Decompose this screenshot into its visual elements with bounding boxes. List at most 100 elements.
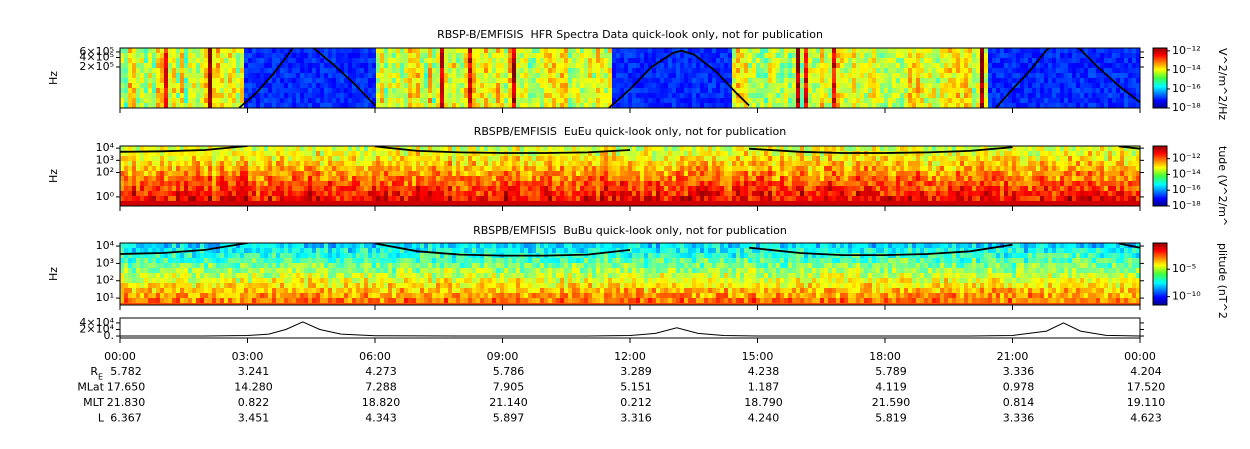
- spectrogram-cell: [408, 68, 412, 73]
- spectrogram-cell: [220, 103, 224, 108]
- spectrogram-cell: [612, 93, 616, 98]
- spectrogram-cell: [672, 201, 676, 206]
- spectrogram-cell: [124, 73, 128, 78]
- spectrogram-cell: [612, 103, 616, 108]
- spectrogram-cell: [212, 48, 216, 53]
- spectrogram-cell: [688, 103, 692, 108]
- spectrogram-cell: [688, 88, 692, 93]
- spectrogram-cell: [972, 63, 976, 68]
- spectrogram-cell: [732, 63, 736, 68]
- spectrogram-cell: [544, 83, 548, 88]
- spectrogram-cell: [856, 103, 860, 108]
- spectrogram-cell: [256, 53, 260, 58]
- spectrogram-cell: [516, 93, 520, 98]
- spectrogram-cell: [656, 196, 660, 201]
- spectrogram-cell: [640, 93, 644, 98]
- spectrogram-cell: [488, 171, 492, 176]
- spectrogram-cell: [1124, 83, 1128, 88]
- spectrogram-cell: [192, 176, 196, 181]
- spectrogram-cell: [428, 146, 432, 151]
- spectrogram-cell: [380, 201, 384, 206]
- spectrogram-cell: [164, 103, 168, 108]
- spectrogram-cell: [1064, 68, 1068, 73]
- spectrogram-cell: [352, 196, 356, 201]
- spectrogram-cell: [260, 98, 264, 103]
- spectrogram-cell: [268, 103, 272, 108]
- spectrogram-cell: [144, 48, 148, 53]
- spectrogram-cell: [1080, 58, 1084, 63]
- spectrogram-cell: [124, 93, 128, 98]
- spectrogram-cell: [1048, 103, 1052, 108]
- spectrogram-cell: [584, 53, 588, 58]
- spectrogram-cell: [592, 186, 596, 191]
- spectrogram-cell: [180, 78, 184, 83]
- spectrogram-cell: [852, 98, 856, 103]
- spectrogram-cell: [1036, 63, 1040, 68]
- spectrogram-cell: [248, 93, 252, 98]
- spectrogram-cell: [216, 53, 220, 58]
- spectrogram-cell: [532, 68, 536, 73]
- spectrogram-cell: [844, 93, 848, 98]
- spectrogram-cell: [272, 146, 276, 151]
- spectrogram-cell: [420, 73, 424, 78]
- spectrogram-cell: [1104, 88, 1108, 93]
- spectrogram-cell: [420, 191, 424, 196]
- spectrogram-cell: [316, 58, 320, 63]
- spectrogram-cell: [320, 83, 324, 88]
- spectrogram-cell: [160, 88, 164, 93]
- spectrogram-cell: [812, 103, 816, 108]
- spectrogram-cell: [704, 201, 708, 206]
- spectrogram-cell: [1004, 53, 1008, 58]
- spectrogram-cell: [340, 176, 344, 181]
- spectrogram-cell: [1064, 58, 1068, 63]
- spectrogram-cell: [612, 53, 616, 58]
- spectrogram-cell: [944, 88, 948, 93]
- spectrogram-cell: [320, 196, 324, 201]
- spectrogram-cell: [932, 78, 936, 83]
- spectrogram-cell: [532, 201, 536, 206]
- spectrogram-cell: [584, 181, 588, 186]
- spectrogram-cell: [1108, 98, 1112, 103]
- spectrogram-cell: [1012, 88, 1016, 93]
- spectrogram-cell: [992, 68, 996, 73]
- spectrogram-cell: [416, 181, 420, 186]
- spectrogram-cell: [228, 201, 232, 206]
- spectrogram-cell: [788, 78, 792, 83]
- spectrogram-cell: [216, 151, 220, 156]
- spectrogram-cell: [156, 166, 160, 171]
- spectrogram-cell: [572, 68, 576, 73]
- spectrogram-cell: [384, 171, 388, 176]
- spectrogram-cell: [636, 53, 640, 58]
- spectrogram-cell: [128, 196, 132, 201]
- spectrogram-cell: [492, 68, 496, 73]
- spectrogram-cell: [424, 73, 428, 78]
- spectrogram-cell: [368, 88, 372, 93]
- spectrogram-cell: [1004, 78, 1008, 83]
- spectrogram-cell: [596, 93, 600, 98]
- spectrogram-cell: [592, 156, 596, 161]
- spectrogram-cell: [1136, 48, 1140, 53]
- spectrogram-cell: [916, 63, 920, 68]
- spectrogram-cell: [496, 53, 500, 58]
- spectrogram-cell: [580, 181, 584, 186]
- spectrogram-cell: [452, 176, 456, 181]
- spectrogram-cell: [512, 181, 516, 186]
- spectrogram-cell: [1060, 58, 1064, 63]
- spectrogram-cell: [620, 53, 624, 58]
- spectrogram-cell: [636, 83, 640, 88]
- spectrogram-cell: [224, 48, 228, 53]
- spectrogram-cell: [1028, 48, 1032, 53]
- spectrogram-cell: [368, 68, 372, 73]
- spectrogram-cell: [264, 171, 268, 176]
- spectrogram-cell: [204, 181, 208, 186]
- spectrogram-cell: [440, 58, 444, 63]
- spectrogram-cell: [1076, 103, 1080, 108]
- spectrogram-cell: [944, 73, 948, 78]
- spectrogram-cell: [664, 58, 668, 63]
- spectrogram-cell: [408, 191, 412, 196]
- spectrogram-cell: [720, 93, 724, 98]
- spectrogram-cell: [208, 103, 212, 108]
- spectrogram-cell: [584, 176, 588, 181]
- spectrogram-cell: [640, 88, 644, 93]
- spectrogram-cell: [472, 68, 476, 73]
